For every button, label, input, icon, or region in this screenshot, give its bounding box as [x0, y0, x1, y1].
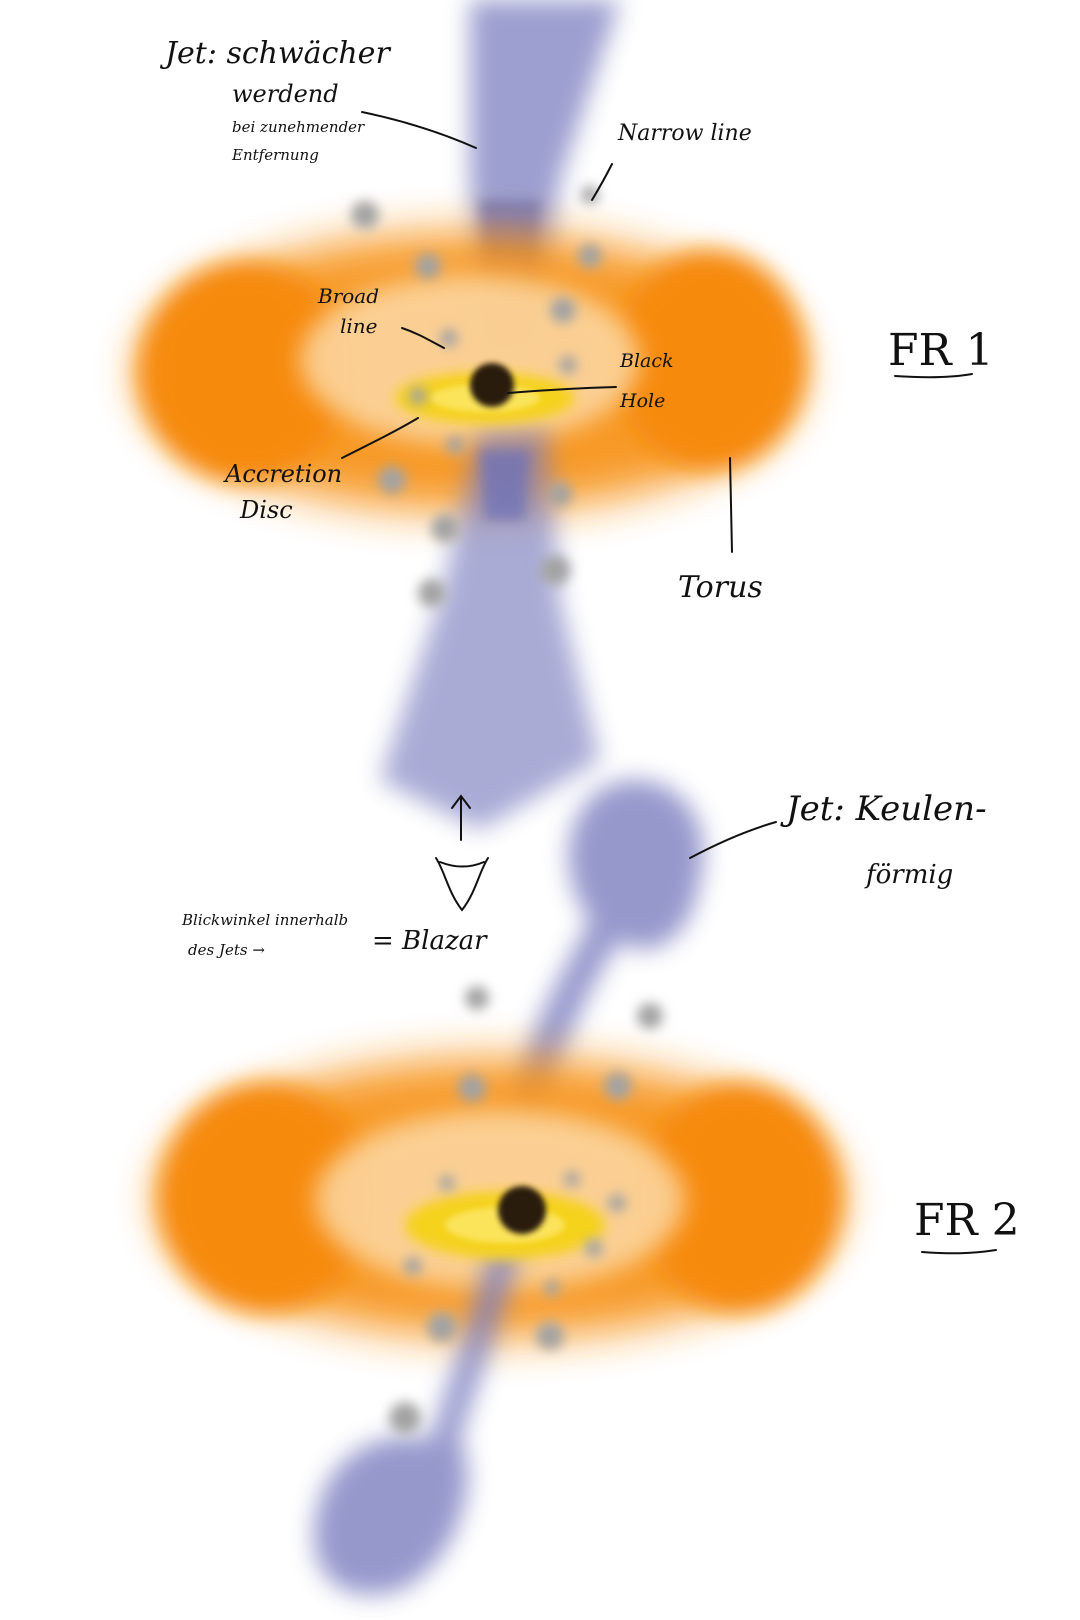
- fr2-clouds: [389, 986, 663, 1434]
- fr1-label: FR 1: [888, 325, 994, 376]
- jet-fr1-label-3: bei zunehmender: [232, 118, 365, 136]
- fr2-jet-lobe-lower: [313, 1250, 520, 1595]
- arrow-up-icon: [451, 794, 471, 841]
- broad-line-label: Broad: [318, 284, 380, 308]
- fr2-torus-right-lobe: [640, 1083, 840, 1313]
- accretion-pointer: [341, 417, 419, 459]
- jet-fr2-label-2: förmig: [866, 860, 954, 890]
- narrow-line-label: Narrow line: [618, 121, 752, 146]
- fr2-underline: [921, 1249, 997, 1255]
- black-hole-label-2: Hole: [620, 390, 666, 412]
- jet-fr2-pointer: [689, 821, 777, 859]
- accretion-disc-label-2: Disc: [240, 496, 293, 524]
- fr2-jet-lobe-upper: [510, 780, 704, 1120]
- fr1-agn: [140, 0, 805, 830]
- jet-fr1-label: Jet: schwächer: [165, 36, 390, 71]
- narrow-line-pointer: [591, 163, 613, 201]
- jet-fr1-label-4: Entfernung: [232, 146, 319, 164]
- jet-fr1-pointer: [361, 111, 477, 149]
- torus-pointer: [729, 457, 733, 553]
- viewer: [435, 794, 489, 912]
- black-hole-pointer: [507, 386, 617, 394]
- fr2-label: FR 2: [914, 1195, 1020, 1246]
- eye-icon: [435, 857, 489, 912]
- fr2-black-hole: [498, 1186, 546, 1234]
- accretion-disc-label: Accretion: [225, 460, 343, 488]
- fr1-torus-left-lobe: [140, 262, 350, 482]
- broad-line-label-2: line: [340, 314, 378, 338]
- fr1-black-hole: [470, 363, 514, 407]
- black-hole-label: Black: [620, 350, 674, 372]
- viewing-angle-label: Blickwinkel innerhalb: [182, 911, 349, 929]
- jet-fr1-label-2: werdend: [232, 80, 339, 108]
- fr2-agn: [160, 780, 840, 1595]
- fr1-clouds: [351, 186, 602, 607]
- annotation-lines: [341, 111, 997, 1255]
- broad-line-pointer: [401, 327, 445, 349]
- fr2-torus-left-lobe: [160, 1083, 370, 1313]
- jet-fr2-label: Jet: Keulen-: [786, 789, 987, 829]
- torus-label: Torus: [678, 570, 763, 605]
- fr1-jet-lower: [380, 430, 600, 830]
- blazar-label: = Blazar: [372, 926, 487, 956]
- fr1-torus-right-lobe: [615, 250, 805, 470]
- viewing-angle-label-2: des Jets →: [188, 941, 265, 959]
- fr1-underline: [894, 373, 973, 379]
